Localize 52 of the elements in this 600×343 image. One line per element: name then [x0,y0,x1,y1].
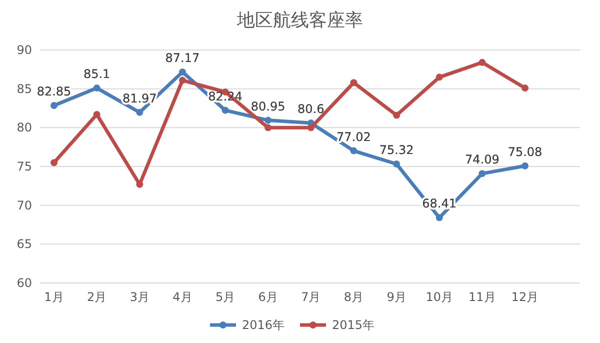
x-tick-label: 6月 [258,290,278,304]
y-tick-label: 60 [16,276,32,290]
x-tick-label: 7月 [301,290,321,304]
point [522,84,528,92]
point [93,84,100,92]
point [264,116,272,124]
data-label: 82.85 [36,84,72,99]
point [50,159,58,166]
x-tick-label: 5月 [215,290,236,304]
x-tick-label: 1月 [44,290,64,304]
legend-label: 2015年 [332,318,375,332]
x-tick-label: 4月 [172,290,192,304]
point [478,170,486,178]
point [136,108,144,116]
chart-title: 地区航线客座率 [236,10,363,31]
x-tick-label: 2月 [87,290,107,304]
point [307,124,314,132]
data-label: 75.08 [508,144,542,159]
x-tick-label: 11月 [468,290,496,304]
data-label: 74.09 [465,152,500,167]
point [222,106,229,114]
point [50,102,58,110]
data-label: 80.6 [298,102,324,116]
legend-label: 2016年 [242,318,285,332]
data-label: 85.1 [83,67,110,82]
y-tick-label: 75 [16,160,32,174]
y-tick-label: 85 [16,82,32,96]
point [436,214,443,222]
x-tick-label: 8月 [344,290,364,304]
point [478,58,486,66]
y-tick-label: 70 [16,198,32,212]
x-tick-label: 3月 [130,290,150,304]
point [178,76,186,84]
y-tick-label: 65 [16,237,32,252]
y-tick-label: 90 [16,43,32,57]
data-label: 75.32 [379,143,414,158]
point [350,79,358,86]
data-label: 87.17 [165,50,200,65]
point [178,68,186,76]
x-tick-label: 9月 [386,290,406,304]
data-label: 80.95 [250,99,286,114]
point [393,160,400,168]
x-tick-label: 12月 [511,290,539,304]
point [264,124,272,132]
x-tick-label: 10月 [426,290,454,304]
point [393,112,400,119]
point [350,147,358,154]
point [436,74,443,81]
point [522,162,528,170]
point [93,110,100,118]
y-tick-label: 80 [16,120,32,135]
data-label: 77.02 [336,130,371,144]
